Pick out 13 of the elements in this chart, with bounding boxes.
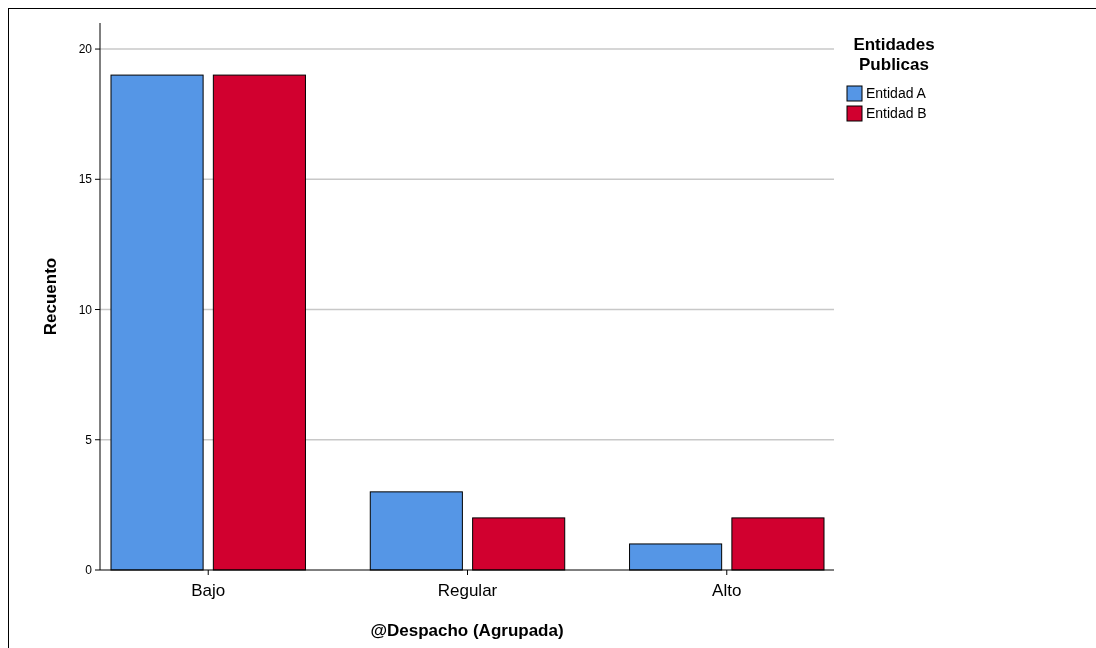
y-axis-title: Recuento	[41, 257, 60, 336]
y-tick-label: 0	[85, 563, 93, 578]
legend-label: Entidad A	[866, 85, 927, 101]
x-tick-label: Regular	[437, 581, 498, 600]
x-tick-label: Bajo	[191, 581, 226, 600]
y-tick-label: 5	[85, 432, 93, 447]
y-tick-label: 15	[78, 172, 93, 187]
x-axis-title: @Despacho (Agrupada)	[370, 621, 564, 640]
x-tick-label: Alto	[712, 581, 742, 600]
legend-title: Entidades Publicas	[853, 35, 935, 74]
y-tick-label: 10	[78, 302, 93, 317]
legend-label: Entidad B	[866, 105, 927, 121]
y-tick-label: 20	[78, 42, 93, 57]
